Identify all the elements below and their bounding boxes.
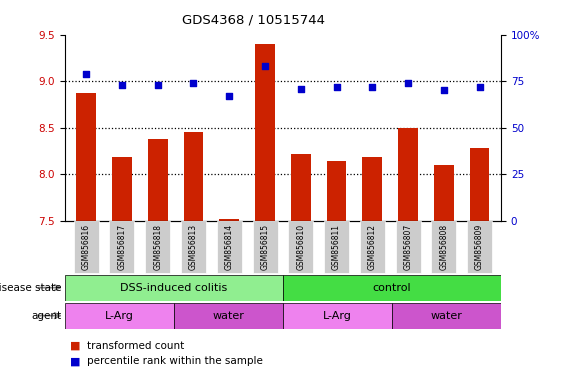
- Text: GSM856816: GSM856816: [82, 223, 91, 270]
- FancyBboxPatch shape: [174, 303, 283, 329]
- FancyBboxPatch shape: [283, 275, 501, 301]
- FancyBboxPatch shape: [396, 221, 421, 273]
- Text: GSM856817: GSM856817: [118, 223, 127, 270]
- Bar: [77, 93, 96, 221]
- FancyBboxPatch shape: [431, 221, 457, 273]
- Point: [404, 80, 413, 86]
- Bar: [363, 157, 382, 221]
- Bar: [148, 139, 168, 221]
- FancyBboxPatch shape: [467, 221, 492, 273]
- Text: GSM856808: GSM856808: [439, 223, 448, 270]
- FancyBboxPatch shape: [288, 221, 313, 273]
- Text: GSM856818: GSM856818: [153, 224, 162, 270]
- Text: control: control: [373, 283, 412, 293]
- Point: [296, 86, 305, 92]
- Text: agent: agent: [32, 311, 62, 321]
- Text: L-Arg: L-Arg: [105, 311, 134, 321]
- Text: ■: ■: [70, 341, 81, 351]
- FancyBboxPatch shape: [360, 221, 385, 273]
- Text: percentile rank within the sample: percentile rank within the sample: [87, 356, 263, 366]
- FancyBboxPatch shape: [145, 221, 170, 273]
- Bar: [398, 127, 418, 221]
- Text: GSM856810: GSM856810: [296, 223, 305, 270]
- Bar: [112, 157, 132, 221]
- Text: GSM856815: GSM856815: [261, 223, 270, 270]
- FancyBboxPatch shape: [253, 221, 278, 273]
- FancyBboxPatch shape: [74, 221, 99, 273]
- Bar: [184, 132, 203, 221]
- FancyBboxPatch shape: [181, 221, 206, 273]
- Bar: [470, 148, 489, 221]
- FancyBboxPatch shape: [283, 303, 392, 329]
- Bar: [220, 219, 239, 221]
- FancyBboxPatch shape: [324, 221, 349, 273]
- FancyBboxPatch shape: [65, 275, 283, 301]
- Text: GDS4368 / 10515744: GDS4368 / 10515744: [182, 13, 325, 26]
- Text: transformed count: transformed count: [87, 341, 185, 351]
- Text: L-Arg: L-Arg: [323, 311, 352, 321]
- Point: [475, 84, 484, 90]
- Point: [153, 82, 162, 88]
- Point: [368, 84, 377, 90]
- Bar: [327, 161, 346, 221]
- FancyBboxPatch shape: [65, 303, 174, 329]
- Point: [82, 71, 91, 77]
- Point: [225, 93, 234, 99]
- Text: GSM856814: GSM856814: [225, 223, 234, 270]
- Text: water: water: [212, 311, 244, 321]
- Bar: [434, 165, 454, 221]
- FancyBboxPatch shape: [109, 221, 135, 273]
- Bar: [255, 44, 275, 221]
- Point: [332, 84, 341, 90]
- Text: water: water: [431, 311, 462, 321]
- Text: GSM856809: GSM856809: [475, 223, 484, 270]
- Point: [439, 88, 448, 94]
- FancyBboxPatch shape: [217, 221, 242, 273]
- Point: [261, 63, 270, 69]
- Point: [189, 80, 198, 86]
- Text: GSM856813: GSM856813: [189, 223, 198, 270]
- Text: DSS-induced colitis: DSS-induced colitis: [120, 283, 227, 293]
- Text: GSM856807: GSM856807: [404, 223, 413, 270]
- Text: ■: ■: [70, 356, 81, 366]
- FancyBboxPatch shape: [392, 303, 501, 329]
- Text: GSM856811: GSM856811: [332, 224, 341, 270]
- Bar: [291, 154, 311, 221]
- Text: GSM856812: GSM856812: [368, 224, 377, 270]
- Point: [118, 82, 127, 88]
- Text: disease state: disease state: [0, 283, 62, 293]
